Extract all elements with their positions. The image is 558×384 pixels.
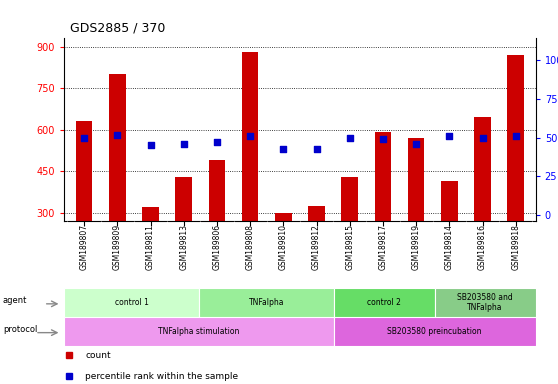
Text: TNFalpha: TNFalpha — [248, 298, 284, 307]
Bar — [209, 160, 225, 221]
Bar — [64, 317, 334, 346]
Bar — [474, 117, 491, 221]
Text: GSM189819: GSM189819 — [412, 224, 421, 270]
Bar — [334, 288, 435, 317]
Bar — [109, 74, 126, 221]
Text: GSM189813: GSM189813 — [179, 224, 188, 270]
Text: GSM189812: GSM189812 — [312, 224, 321, 270]
Text: GSM189817: GSM189817 — [378, 224, 387, 270]
Point — [378, 136, 387, 142]
Bar — [435, 288, 536, 317]
Bar — [507, 55, 524, 221]
Text: percentile rank within the sample: percentile rank within the sample — [85, 372, 238, 381]
Text: GSM189816: GSM189816 — [478, 224, 487, 270]
Text: count: count — [85, 351, 111, 360]
Text: GSM189808: GSM189808 — [246, 224, 254, 270]
Point — [345, 135, 354, 141]
Bar — [76, 121, 93, 221]
Text: GSM189815: GSM189815 — [345, 224, 354, 270]
Bar — [275, 212, 292, 221]
Text: agent: agent — [3, 296, 27, 305]
Text: GSM189811: GSM189811 — [146, 224, 155, 270]
Text: SB203580 and
TNFalpha: SB203580 and TNFalpha — [458, 293, 513, 312]
Point — [412, 141, 421, 147]
Point — [312, 146, 321, 152]
Point — [179, 141, 188, 147]
Point — [146, 142, 155, 149]
Text: SB203580 preincubation: SB203580 preincubation — [387, 327, 482, 336]
Bar — [341, 177, 358, 221]
Text: control 2: control 2 — [367, 298, 401, 307]
Bar — [441, 181, 458, 221]
Bar — [374, 132, 391, 221]
Text: GSM189818: GSM189818 — [511, 224, 520, 270]
Bar — [308, 205, 325, 221]
Text: protocol: protocol — [3, 325, 37, 334]
Bar — [175, 177, 192, 221]
Point — [279, 146, 288, 152]
Point — [213, 139, 222, 146]
Bar — [64, 288, 199, 317]
Text: GSM189807: GSM189807 — [80, 224, 89, 270]
Bar — [242, 52, 258, 221]
Text: GSM189806: GSM189806 — [213, 224, 222, 270]
Point — [113, 131, 122, 137]
Text: GSM189810: GSM189810 — [279, 224, 288, 270]
Text: GDS2885 / 370: GDS2885 / 370 — [70, 22, 165, 35]
Text: GSM189814: GSM189814 — [445, 224, 454, 270]
Text: GSM189809: GSM189809 — [113, 224, 122, 270]
Bar — [408, 138, 425, 221]
Bar — [142, 207, 159, 221]
Point — [445, 133, 454, 139]
Point — [80, 135, 89, 141]
Point — [511, 133, 520, 139]
Point — [246, 133, 254, 139]
Point — [478, 135, 487, 141]
Bar — [334, 317, 536, 346]
Bar — [199, 288, 334, 317]
Text: TNFalpha stimulation: TNFalpha stimulation — [158, 327, 239, 336]
Text: control 1: control 1 — [114, 298, 148, 307]
